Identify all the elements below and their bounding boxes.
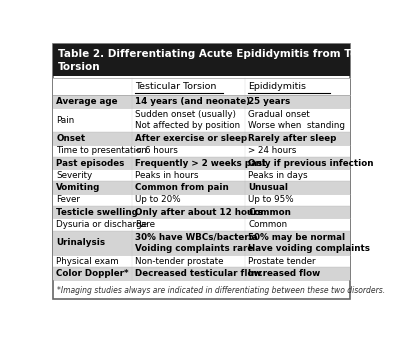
Text: Severity: Severity: [57, 171, 93, 180]
Bar: [53, 231, 350, 255]
Text: After exercise or sleep: After exercise or sleep: [135, 134, 247, 143]
Text: Urinalysis: Urinalysis: [57, 238, 106, 247]
Bar: [53, 169, 350, 181]
Text: Time to presentation: Time to presentation: [57, 146, 147, 155]
Text: Dysuria or discharge: Dysuria or discharge: [57, 220, 147, 229]
Bar: [53, 255, 350, 267]
Bar: [53, 194, 350, 206]
Text: Common: Common: [248, 208, 291, 217]
Text: Prostate tender: Prostate tender: [248, 257, 316, 266]
Text: 14 years (and neonate): 14 years (and neonate): [135, 97, 250, 106]
Text: Color Doppler*: Color Doppler*: [57, 269, 129, 278]
Bar: [53, 108, 350, 132]
Text: 50% may be normal
Have voiding complaints: 50% may be normal Have voiding complaint…: [248, 233, 370, 253]
Text: Pain: Pain: [57, 116, 75, 124]
Bar: [53, 267, 350, 280]
Text: Testicular Torsion: Testicular Torsion: [135, 82, 217, 92]
Text: Gradual onset
Worse when  standing: Gradual onset Worse when standing: [248, 110, 345, 130]
Bar: [53, 145, 350, 157]
Text: Fever: Fever: [57, 195, 81, 204]
Bar: [53, 181, 350, 194]
Text: Onset: Onset: [57, 134, 86, 143]
Text: Only if previous infection: Only if previous infection: [248, 159, 374, 167]
Text: Increased flow: Increased flow: [248, 269, 320, 278]
Text: Peaks in days: Peaks in days: [248, 171, 308, 180]
Text: Frequently > 2 weeks past: Frequently > 2 weeks past: [135, 159, 266, 167]
Text: 25 years: 25 years: [248, 97, 290, 106]
Text: Common from pain: Common from pain: [135, 183, 229, 192]
Text: Testicle swelling: Testicle swelling: [57, 208, 138, 217]
Text: Up to 20%: Up to 20%: [135, 195, 181, 204]
Text: 30% have WBCs/bacteria
Voiding complaints rare: 30% have WBCs/bacteria Voiding complaint…: [135, 233, 258, 253]
Bar: [53, 44, 350, 76]
Text: Average age: Average age: [57, 97, 118, 106]
Text: Physical exam: Physical exam: [57, 257, 119, 266]
Text: Only after about 12 hours: Only after about 12 hours: [135, 208, 263, 217]
Bar: [53, 132, 350, 145]
Text: < 6 hours: < 6 hours: [135, 146, 178, 155]
Text: Non-tender prostate: Non-tender prostate: [135, 257, 224, 266]
Bar: [53, 206, 350, 218]
Text: Decreased testicular flow: Decreased testicular flow: [135, 269, 262, 278]
Text: Rare: Rare: [135, 220, 155, 229]
Text: Past episodes: Past episodes: [57, 159, 125, 167]
Text: Common: Common: [248, 220, 287, 229]
Text: Up to 95%: Up to 95%: [248, 195, 294, 204]
Text: Epididymitis: Epididymitis: [248, 82, 306, 92]
Text: Rarely after sleep: Rarely after sleep: [248, 134, 336, 143]
Bar: [53, 218, 350, 231]
Text: Unusual: Unusual: [248, 183, 288, 192]
Text: Vomiting: Vomiting: [57, 183, 101, 192]
Text: Peaks in hours: Peaks in hours: [135, 171, 199, 180]
Text: Sudden onset (usually)
Not affected by position: Sudden onset (usually) Not affected by p…: [135, 110, 241, 130]
Bar: [53, 78, 350, 96]
Text: Table 2. Differentiating Acute Epididymitis from Testicular
Torsion: Table 2. Differentiating Acute Epididymi…: [58, 49, 393, 72]
Bar: [53, 157, 350, 169]
Text: > 24 hours: > 24 hours: [248, 146, 297, 155]
Text: *Imaging studies always are indicated in differentiating between these two disor: *Imaging studies always are indicated in…: [57, 286, 386, 295]
Bar: [53, 96, 350, 108]
